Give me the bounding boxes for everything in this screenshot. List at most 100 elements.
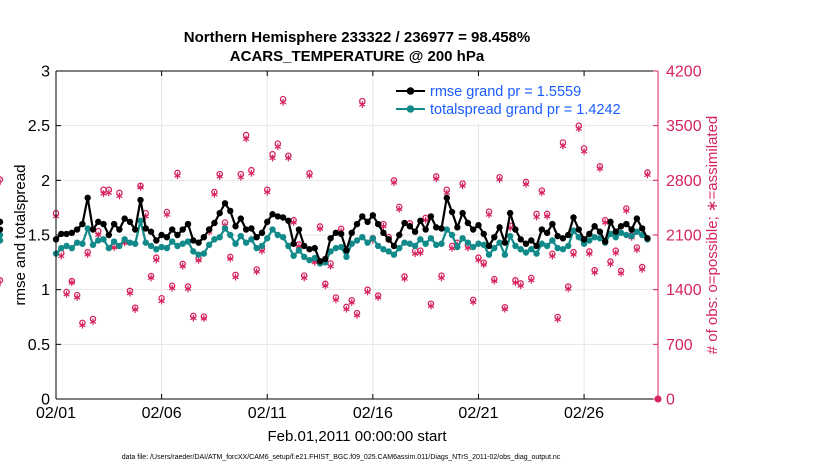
rmse-point [126, 218, 134, 226]
spread-point [485, 251, 493, 258]
spread-point [216, 233, 223, 241]
spread-point [79, 240, 86, 247]
spread-point [190, 248, 197, 255]
obs-assimilated-point [285, 154, 292, 162]
obs-assimilated-point [79, 321, 86, 329]
obs-assimilated-point [491, 277, 498, 285]
obs-assimilated-point [343, 305, 350, 313]
rmse-point [401, 219, 408, 227]
rmse-point [348, 229, 355, 237]
spread-point [359, 233, 366, 241]
rmse-point [623, 220, 630, 228]
obs-assimilated-point [332, 296, 340, 304]
rmse-point [290, 240, 297, 247]
obs-assimilated-point [591, 269, 598, 276]
rmse-point [586, 230, 593, 238]
spread-point [533, 250, 540, 257]
obs-assimilated-point [475, 256, 482, 264]
obs-assimilated-point [580, 148, 588, 155]
obs-assimilated-point [501, 305, 509, 313]
rmse-point [417, 217, 424, 224]
spread-point [0, 231, 4, 239]
obs-assimilated-point [68, 279, 76, 287]
obs-assimilated-point [480, 261, 487, 269]
rmse-point [591, 223, 598, 230]
obs-assimilated-point [586, 250, 593, 258]
spread-point [184, 238, 192, 245]
rmse-point [549, 220, 556, 228]
spread-point [290, 252, 297, 259]
rmse-point [374, 220, 382, 228]
obs-assimilated-point [163, 211, 171, 219]
obs-assimilated-point [512, 279, 519, 287]
spread-point [623, 231, 630, 239]
rmse-point [132, 226, 139, 233]
obs-assimilated-point [184, 285, 192, 293]
rmse-point [369, 212, 377, 219]
obs-assimilated-point [137, 183, 144, 191]
rmse-point [168, 226, 176, 233]
obs-assimilated-point [422, 216, 429, 224]
spread-point [385, 248, 392, 255]
obs-assimilated-point [417, 249, 424, 257]
rmse-point [110, 220, 118, 228]
spread-point [95, 237, 102, 244]
spread-point [348, 240, 355, 247]
right-y-tick-label: 1400 [666, 282, 702, 299]
rmse-point [443, 194, 450, 202]
spread-point [401, 239, 408, 246]
x-tick-label: 02/21 [458, 405, 498, 422]
spread-point [253, 244, 260, 252]
rmse-point [385, 236, 392, 243]
obs-assimilated-point [126, 289, 134, 297]
x-tick-label: 02/06 [142, 405, 182, 422]
spread-point [575, 233, 582, 241]
spread-point [496, 239, 503, 246]
rmse-point [264, 218, 271, 226]
spread-point [285, 242, 292, 250]
left-y-tick-label: 2 [41, 173, 50, 190]
rmse-point [522, 240, 530, 247]
left-y-tick-label: 1 [41, 282, 50, 299]
rmse-point [406, 223, 414, 230]
axes: 02/01 02/06 02/11 02/16 02/21 02/26 0 0.5 1 1.5 2 2… [28, 64, 702, 423]
spread-point [327, 248, 334, 255]
rmse-point [438, 225, 445, 232]
spread-point [332, 244, 340, 252]
obs-assimilated-point [147, 274, 155, 282]
rmse-point [480, 230, 487, 238]
obs-assimilated-point [517, 282, 524, 290]
spread-point [554, 244, 561, 252]
obs-assimilated-point [607, 260, 614, 268]
obs-assimilated-point [89, 318, 97, 326]
spread-point [417, 236, 424, 243]
spread-point [443, 226, 450, 233]
spread-point [195, 251, 202, 258]
spread-point [565, 242, 572, 250]
spread-point [205, 241, 213, 249]
rmse-point [147, 228, 155, 235]
rmse-point [575, 226, 582, 233]
obs-assimilated-point [401, 275, 408, 283]
right-y-tick-label: 2100 [666, 228, 702, 245]
spread-point [0, 237, 4, 244]
rmse-point [433, 224, 440, 231]
rmse-point [211, 219, 218, 227]
rmse-point [216, 209, 223, 217]
spread-point [269, 226, 276, 233]
rmse-point [190, 237, 197, 244]
rmse-point [258, 229, 266, 237]
obs-assimilated-point [73, 294, 81, 301]
obs-assimilated-point [533, 213, 540, 221]
spread-point [586, 237, 593, 244]
obs-assimilated-point [528, 276, 535, 284]
rmse-point [607, 218, 614, 226]
left-y-tick-label: 0.5 [28, 337, 50, 354]
obs-assimilated-point [438, 274, 445, 282]
spread-point [501, 251, 509, 258]
rmse-point [491, 233, 498, 241]
rmse-point [543, 229, 551, 237]
obs-assimilated-point [216, 173, 223, 180]
spread-point [422, 240, 429, 247]
rmse-point [0, 218, 4, 226]
